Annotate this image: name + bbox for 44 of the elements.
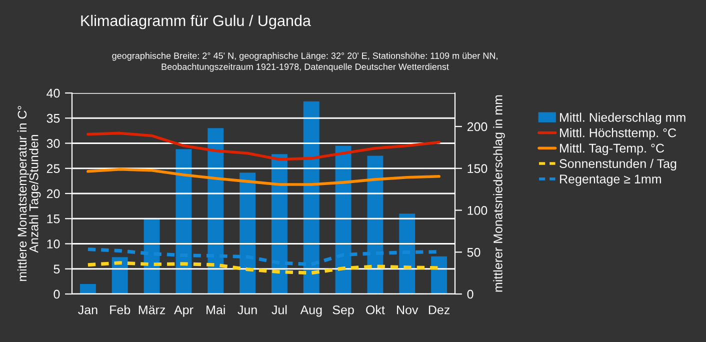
y-tick-label: 25 <box>46 164 60 174</box>
y-tick-label: 0 <box>54 290 60 299</box>
line-series <box>86 132 440 161</box>
legend-label: Regentage ≥ 1mm <box>560 174 661 186</box>
bar <box>431 256 448 294</box>
y-tick-label: 35 <box>46 114 60 123</box>
y-tick-label: 20 <box>46 189 60 198</box>
bar <box>240 172 256 294</box>
line-series <box>86 168 440 186</box>
bar <box>112 257 128 294</box>
bar <box>367 156 384 294</box>
x-tick-label: Feb <box>110 305 130 314</box>
y2-tick-label: 0 <box>467 290 474 299</box>
x-tick-label: März <box>138 306 166 314</box>
bar <box>176 149 192 294</box>
x-tick-label: Mai <box>206 305 225 314</box>
bar <box>80 284 96 294</box>
x-tick-label: Jun <box>238 306 257 314</box>
x-tick-label: Jan <box>78 306 98 314</box>
y-tick-label: 30 <box>46 139 60 148</box>
y2-axis-title: mittlerer Monatsniederschlag in mm <box>493 95 505 292</box>
x-tick-label: Sep <box>332 305 354 317</box>
chart-title: Klimadiagramm für Gulu / Uganda <box>81 14 311 30</box>
x-tick-label: Apr <box>174 306 194 317</box>
x-tick-label: Dez <box>428 306 450 314</box>
y-tick-label: 40 <box>46 88 60 98</box>
y-tick-label: 5 <box>54 264 60 274</box>
y-tick-label: 10 <box>47 240 60 248</box>
y2-tick-label: 100 <box>468 206 488 215</box>
chart-subtitle: geographische Breite: 2° 45' N, geographische Länge: 32° 20' E, Stationshöhe: 1109 m über NN, Beobachtungszeitraum 1921-1978, Datenquelle Deutscher Wetterdienst <box>112 52 498 72</box>
legend-label: Sonnenstunden / Tag <box>560 158 676 171</box>
x-tick-label: Okt <box>366 305 385 314</box>
bar <box>399 214 416 294</box>
x-tick-label: Aug <box>300 306 322 317</box>
y2-tick-label: 50 <box>467 248 480 257</box>
y2-tick-label: 200 <box>467 122 488 132</box>
legend-label: Mittl. Tag-Temp. °C <box>560 143 664 156</box>
y-axis-title: mittlere Monatstemperatur in C° Anzahl Tage/Stunden <box>17 106 41 281</box>
x-tick-label: Jul <box>272 305 287 314</box>
y2-tick-label: 150 <box>468 164 488 174</box>
legend-label: Mittl. Höchsttemp. °C <box>560 128 676 140</box>
x-tick-label: Nov <box>397 306 418 314</box>
y-tick-label: 15 <box>47 214 60 224</box>
legend-label: Mittl. Niederschlag mm <box>560 112 686 124</box>
